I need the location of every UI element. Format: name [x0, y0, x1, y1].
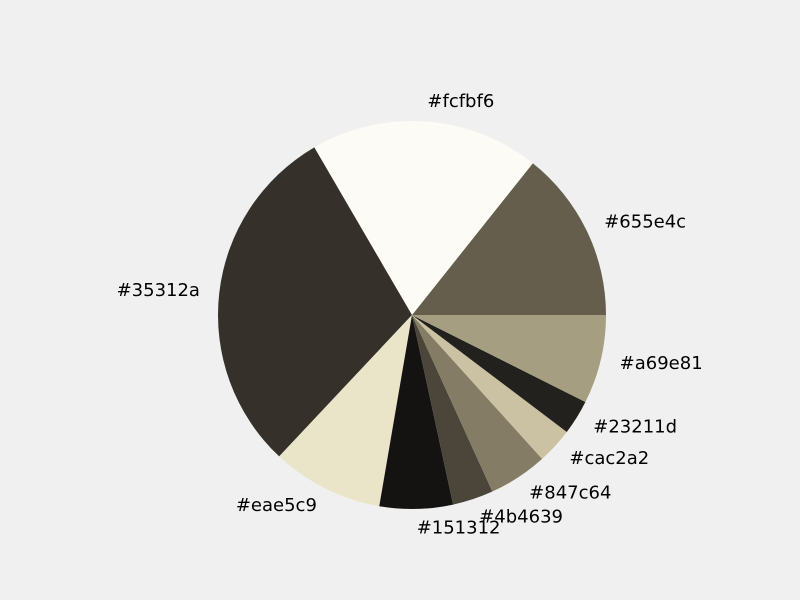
pie-slice-label: #4b4639 [479, 507, 563, 528]
pie-slice [412, 315, 493, 505]
pie-slice-label: #cac2a2 [569, 448, 649, 469]
pie-slice [379, 315, 454, 510]
pie-slice-label: #35312a [117, 280, 200, 301]
pie-slices [218, 121, 606, 510]
pie-slice-label: #655e4c [604, 211, 686, 232]
pie-slice [412, 315, 543, 492]
pie-slice [314, 121, 533, 315]
pie-slice [412, 315, 606, 402]
pie-slice [279, 315, 412, 507]
pie-slice-label: #fcfbf6 [427, 91, 494, 112]
pie-slice-label: #a69e81 [620, 353, 703, 374]
pie-slice [412, 163, 606, 315]
pie-slice-label: #eae5c9 [236, 495, 317, 516]
pie-labels: #655e4c #fcfbf6 #35312a #eae5c9 #151312#4b46… [117, 91, 703, 538]
pie-slice [412, 315, 586, 432]
pie-slice-label: #151312 [417, 517, 501, 538]
pie-slice-label: #847c64 [529, 482, 611, 503]
pie-slice-label: #23211d [593, 417, 677, 438]
pie-slice [218, 147, 412, 457]
pie-slice [412, 315, 567, 459]
